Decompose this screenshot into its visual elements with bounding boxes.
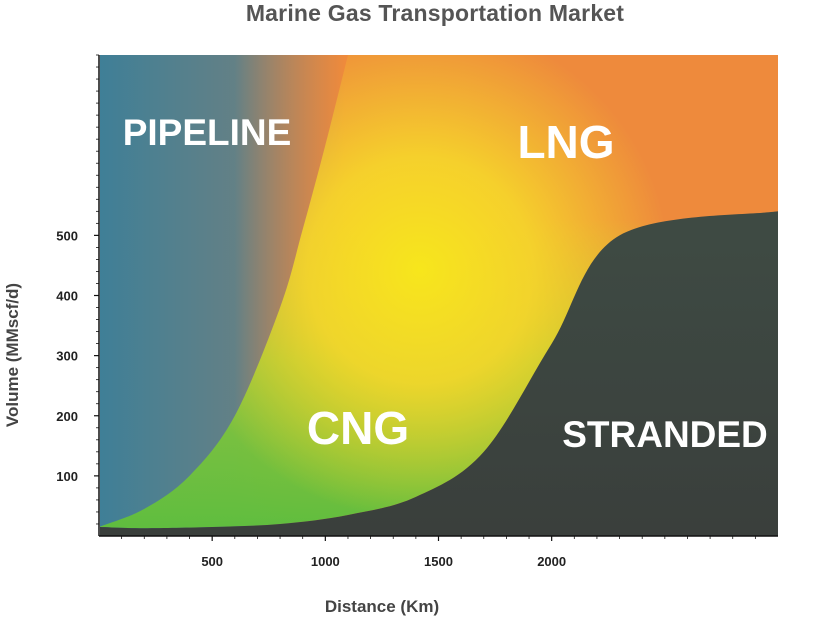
x-axis-title: Distance (Km) [325, 597, 439, 616]
x-axis: 500 1000 1500 2000 [99, 535, 778, 569]
y-tick-label: 200 [56, 409, 78, 424]
pipeline-label: PIPELINE [123, 112, 292, 153]
x-tick-label: 2000 [537, 554, 566, 569]
y-tick-label: 300 [56, 349, 78, 364]
y-tick-label: 400 [56, 289, 78, 304]
cng-label: CNG [307, 402, 409, 454]
stranded-region [100, 211, 778, 536]
x-tick-label: 1000 [311, 554, 340, 569]
y-tick-label: 100 [56, 469, 78, 484]
cng-glow [100, 55, 778, 529]
y-tick-label: 500 [56, 228, 78, 243]
x-tick-label: 500 [201, 554, 223, 569]
y-axis: 100 200 300 400 500 [56, 54, 100, 536]
y-axis-title: Volume (MMscf/d) [3, 283, 22, 427]
stranded-label: STRANDED [562, 414, 768, 455]
chart-title: Marine Gas Transportation Market [245, 0, 625, 26]
x-tick-label: 1500 [424, 554, 453, 569]
lng-label: LNG [517, 116, 614, 168]
